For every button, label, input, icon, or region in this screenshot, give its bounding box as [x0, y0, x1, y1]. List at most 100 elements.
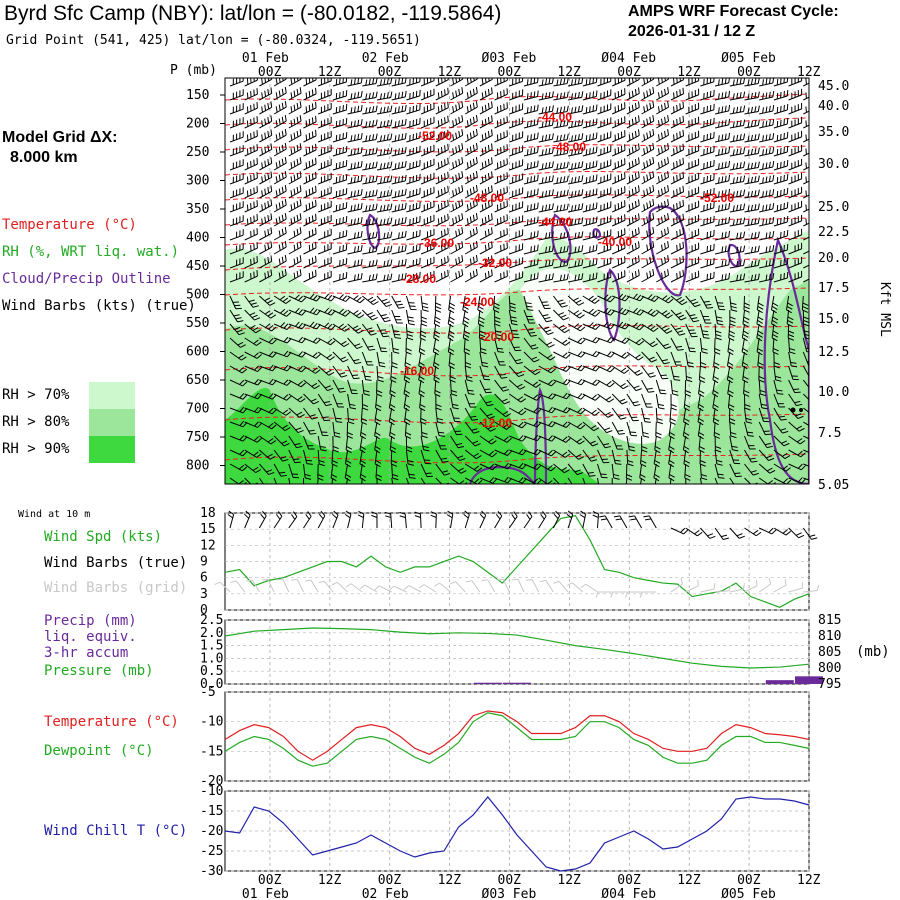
wind-barb-feather: [547, 332, 554, 336]
wind-barb-feather: [311, 257, 314, 264]
wind-barb-feather: [591, 297, 597, 302]
wind-barb-feather: [561, 451, 568, 457]
wind-barb-feather: [574, 232, 577, 239]
wind-barb: [450, 435, 459, 449]
wind-barb-feather: [772, 244, 775, 252]
wind-barb-feather: [555, 510, 561, 516]
wind-barb-feather: [375, 119, 378, 126]
wind-barb: [523, 379, 537, 388]
wind-barb: [582, 165, 597, 171]
wind-barb-feather: [293, 160, 296, 167]
wind-barb-feather: [472, 270, 475, 277]
wind-barb-feather: [504, 401, 511, 405]
wind-barb-feather: [812, 243, 813, 249]
wind-barb-feather: [455, 258, 458, 265]
wind-barb-feather: [357, 330, 364, 334]
wind-barb-feather: [558, 324, 565, 329]
wind-barb: [376, 365, 379, 381]
wind-barb-feather: [750, 176, 753, 183]
wind-barb-feather: [768, 273, 771, 280]
wind-barb-feather: [346, 445, 353, 450]
wind-barb: [742, 365, 745, 380]
height-label: 5.05: [818, 478, 849, 493]
wind-barb-feather: [628, 120, 631, 127]
height-label: 30.0: [818, 157, 849, 172]
wind-barb-feather: [713, 375, 719, 380]
wind-barb: [273, 449, 283, 462]
wind-barb-feather: [444, 117, 446, 124]
wind-barb: [487, 579, 496, 593]
wind-barb-feather: [308, 216, 311, 223]
wind-barb-feather: [653, 311, 659, 317]
wind-barb-feather: [353, 295, 359, 300]
wind-barb: [303, 351, 317, 359]
wind-barb-feather: [401, 189, 404, 196]
wind-barb-feather: [768, 259, 771, 266]
wind-barb: [244, 407, 258, 414]
wind-barb-feather: [469, 216, 472, 223]
wind-barb-feather: [372, 190, 375, 197]
wind-barb: [244, 247, 258, 255]
wind-barb-feather: [804, 337, 809, 340]
wind-barb-feather: [370, 332, 377, 336]
wind-barb-feather: [466, 218, 469, 225]
wind-barb-feather: [613, 477, 620, 480]
wind-barb-feather: [713, 389, 719, 394]
wind-barb-feather: [647, 372, 654, 375]
wind-barb-feather: [470, 78, 472, 83]
wind-barb-feather: [727, 375, 734, 380]
wind-barb-feather: [440, 132, 443, 139]
wind-barb-feather: [714, 432, 721, 436]
wind-barb-feather: [519, 386, 526, 390]
wind-barb-feather: [463, 333, 470, 338]
wind-barb-feather: [796, 438, 803, 443]
wind-barb: [668, 421, 672, 436]
wind-barb-feather: [544, 317, 551, 320]
wind-barb-feather: [576, 422, 583, 428]
wind-barb-feather: [375, 259, 378, 266]
wind-barb-feather: [368, 134, 371, 141]
wind-barb-feather: [383, 246, 386, 253]
wind-barb-feather: [267, 144, 270, 152]
wind-barb-feather: [330, 340, 336, 346]
wind-barb-feather: [503, 449, 509, 455]
wind-barb-feather: [551, 119, 554, 126]
wind-barb-feather: [585, 135, 588, 142]
wind-barb-feather: [589, 78, 591, 85]
wind-barb-feather: [665, 346, 672, 350]
wind-barb: [508, 379, 521, 390]
wind-barb-feather: [775, 375, 782, 379]
wind-barb-feather: [676, 272, 678, 279]
wind-barb-feather: [673, 190, 675, 197]
wind-barb-feather: [721, 148, 724, 155]
wind-barb: [582, 393, 596, 401]
wind-barb-feather: [718, 149, 720, 156]
wind-barb-feather: [581, 245, 584, 252]
wind-barb: [611, 351, 625, 359]
wind-barb-feather: [332, 446, 339, 450]
wind-barb-feather: [713, 361, 720, 366]
wind-barb-feather: [683, 407, 690, 412]
wind-barb-feather: [476, 467, 483, 472]
wind-barb-feather: [350, 121, 353, 128]
wind-barb-feather: [698, 449, 705, 454]
wind-barb-feather: [631, 174, 634, 181]
wind-barb-feather: [566, 119, 569, 126]
wind-barb-feather: [331, 581, 338, 586]
wind-barb-feather: [765, 120, 768, 127]
wind-barb: [318, 122, 332, 129]
cloud-outline: [468, 466, 536, 484]
wind-barb-feather: [472, 130, 475, 137]
wind-barb-feather: [724, 78, 727, 84]
wind-barb-feather: [559, 218, 562, 225]
wind-barb-feather: [327, 309, 333, 315]
wind-barb-feather: [724, 217, 727, 224]
wind-barb-feather: [357, 203, 360, 210]
panel-frame: [224, 790, 810, 872]
wind-barb-feather: [401, 203, 404, 210]
wind-barb-feather: [353, 78, 356, 85]
wind-barb: [744, 449, 752, 463]
wind-barb: [229, 365, 243, 374]
wind-barb: [744, 251, 759, 255]
wind-barb-feather: [533, 217, 536, 224]
